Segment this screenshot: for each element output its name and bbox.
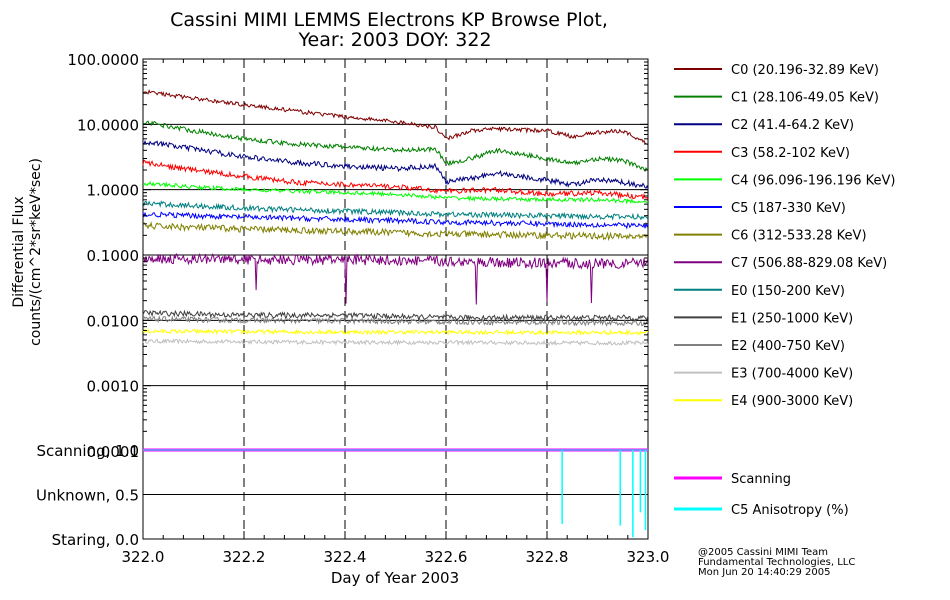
legend-label: C5 (187-330 KeV) (731, 201, 846, 216)
x-tick-label: 322.8 (526, 548, 569, 566)
flux-series-c2 (142, 139, 649, 190)
legend-label: E3 (700-4000 KeV) (731, 367, 853, 382)
status-legend-label: C5 Anisotropy (%) (731, 503, 849, 518)
credit-line-2: Fundamental Technologies, LLC (698, 557, 855, 568)
legend-label: C0 (20.196-32.89 KeV) (731, 63, 879, 78)
status-grid (143, 450, 648, 539)
flux-series-group (142, 89, 649, 347)
flux-grid (143, 59, 648, 451)
flux-y-tick-label: 0.0010 (87, 378, 140, 396)
flux-y-tick-label: 10.0000 (77, 116, 139, 134)
x-tick-label: 322.0 (122, 548, 165, 566)
flux-series-e0 (142, 200, 649, 221)
credit-line-3: Mon Jun 20 14:40:29 2005 (698, 567, 831, 578)
legend-label: E1 (250-1000 KeV) (731, 311, 853, 326)
flux-series-e2 (143, 314, 649, 327)
status-legend: Scanning C5 Anisotropy (%) (674, 472, 849, 518)
status-legend-label: Scanning (731, 472, 791, 487)
status-y-tick-label: Scanning, 1.0 (36, 442, 139, 460)
legend: C0 (20.196-32.89 KeV) C1 (28.106-49.05 Ke… (674, 63, 895, 409)
flux-series-c5 (142, 211, 649, 230)
flux-panel: 0.0001 0.0010 0.0100 0.1000 1.0000 10.0000 100… (67, 51, 649, 461)
x-axis-ticks: 322.0 322.2 322.4 322.6 322.8 323.0 (122, 59, 670, 566)
chart-subtitle: Year: 2003 DOY: 322 (297, 29, 491, 51)
legend-label: C2 (41.4-64.2 KeV) (731, 118, 854, 133)
legend-label: E4 (900-3000 KeV) (731, 394, 853, 409)
x-tick-label: 322.2 (223, 548, 266, 566)
x-tick-label: 322.6 (425, 548, 468, 566)
chart-title: Cassini MIMI LEMMS Electrons KP Browse P… (170, 9, 608, 31)
flux-series-e1 (142, 309, 649, 322)
legend-label: E0 (150-200 KeV) (731, 284, 845, 299)
legend-label: C1 (28.106-49.05 KeV) (731, 91, 879, 106)
y-axis-label-line2: counts/(cm^2*sr*keV*sec) (28, 158, 44, 346)
flux-y-tick-label: 0.0100 (87, 312, 140, 330)
flux-y-tick-label: 0.0001 (87, 443, 140, 461)
x-axis-label: Day of Year 2003 (331, 569, 459, 587)
credit-line-1: @2005 Cassini MIMI Team (698, 547, 828, 558)
legend-label: C3 (58.2-102 KeV) (731, 146, 850, 161)
flux-series-c4 (142, 180, 649, 205)
flux-series-c1 (142, 120, 649, 173)
status-y-tick-label: Staring, 0.0 (52, 531, 139, 549)
legend-label: E2 (400-750 KeV) (731, 339, 845, 354)
y-axis-label-line1: Differential Flux (11, 196, 27, 307)
flux-series-e4 (142, 328, 649, 337)
flux-series-c3 (142, 159, 649, 200)
legend-label: C4 (96.096-196.196 KeV) (731, 173, 895, 188)
flux-y-tick-label: 0.1000 (87, 247, 140, 265)
flux-series-e3 (142, 337, 649, 347)
flux-series-c7 (142, 252, 649, 305)
status-y-ticks: Scanning, 1.0 Unknown, 0.5 Staring, 0.0 (36, 442, 139, 549)
x-tick-label: 323.0 (627, 548, 670, 566)
status-y-tick-label: Unknown, 0.5 (36, 487, 139, 505)
status-series-group (143, 448, 648, 538)
flux-series-c6 (142, 220, 649, 242)
flux-y-ticks: 0.0001 0.0010 0.0100 0.1000 1.0000 10.0000 100… (67, 51, 648, 461)
legend-label: C6 (312-533.28 KeV) (731, 229, 867, 244)
x-tick-label: 322.4 (324, 548, 367, 566)
legend-label: C7 (506.88-829.08 KeV) (731, 256, 887, 271)
flux-y-tick-label: 1.0000 (87, 182, 140, 200)
flux-series-c0 (142, 89, 649, 146)
flux-y-tick-label: 100.0000 (67, 51, 139, 69)
status-panel: Scanning, 1.0 Unknown, 0.5 Staring, 0.0 (36, 442, 649, 549)
